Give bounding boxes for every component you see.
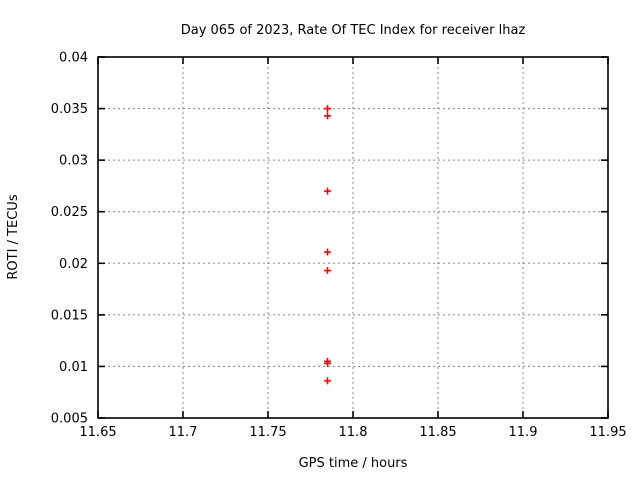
y-axis-label: ROTI / TECUs: [6, 194, 21, 279]
data-point-marker: [324, 377, 331, 385]
data-point-marker: [324, 248, 331, 256]
x-tick-label: 11.9: [509, 425, 538, 440]
x-tick-label: 11.8: [339, 425, 368, 440]
x-tick-label: 11.85: [419, 425, 456, 440]
y-tick-label: 0.035: [51, 102, 88, 117]
y-tick-label: 0.015: [51, 308, 88, 323]
x-tick-label: 11.75: [249, 425, 286, 440]
y-tick-label: 0.005: [51, 412, 88, 427]
gridlines: [97, 56, 609, 419]
data-point-marker: [324, 187, 331, 195]
plot-border: [97, 56, 609, 419]
y-tick-label: 0.03: [59, 154, 88, 169]
data-points: [324, 105, 331, 385]
x-axis-label: GPS time / hours: [299, 456, 408, 471]
x-tick-label: 11.7: [169, 425, 198, 440]
y-tick-label: 0.01: [59, 360, 88, 375]
chart-title: Day 065 of 2023, Rate Of TEC Index for r…: [181, 23, 526, 38]
y-tick-label: 0.025: [51, 205, 88, 220]
data-point-marker: [324, 267, 331, 275]
data-point-marker: [324, 105, 331, 113]
data-point-marker: [324, 359, 331, 367]
x-tick-label: 11.95: [589, 425, 626, 440]
data-point-marker: [324, 112, 331, 120]
y-tick-label: 0.02: [59, 257, 88, 272]
x-tick-label: 11.65: [79, 425, 116, 440]
axes-and-ticks: 11.65 11.7 11.75 11.8 11.85 11.9 11.95 0.005 0.0…: [51, 51, 627, 441]
y-tick-label: 0.04: [59, 51, 88, 66]
